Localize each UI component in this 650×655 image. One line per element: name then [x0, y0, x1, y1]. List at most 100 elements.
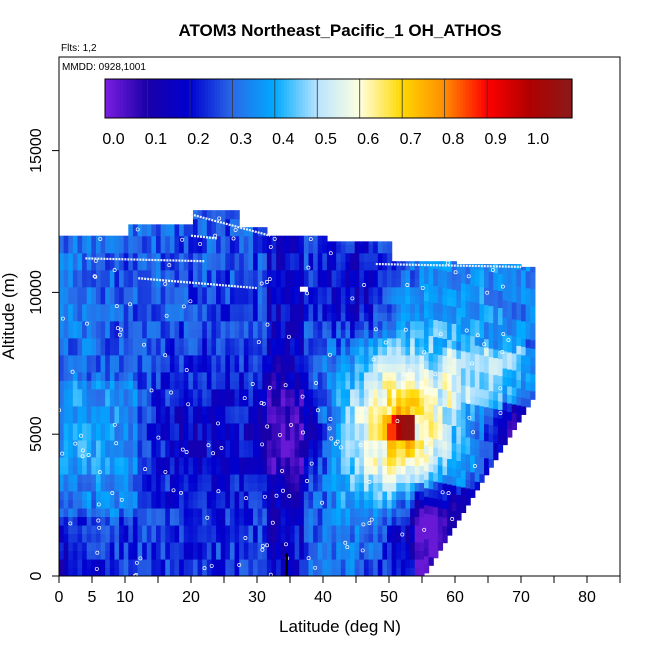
heatmap-cell [484, 449, 490, 459]
colorbar-swatch [414, 79, 418, 118]
heatmap-cell [109, 329, 116, 339]
heatmap-cell [377, 558, 383, 569]
heatmap-cell [169, 431, 176, 441]
heatmap-cell [326, 303, 333, 313]
heatmap-cell [525, 313, 531, 323]
heatmap-cell [262, 516, 268, 526]
heatmap-cell [243, 456, 250, 466]
colorbar-swatch [423, 79, 428, 118]
heatmap-cell [497, 358, 504, 368]
heatmap-cell [262, 278, 268, 288]
heatmap-cell [123, 278, 129, 288]
sample-point [163, 353, 168, 358]
heatmap-cell [165, 235, 171, 245]
heatmap-cell [82, 439, 88, 449]
heatmap-cell [248, 354, 254, 364]
sample-point [115, 326, 120, 331]
heatmap-cell [396, 388, 402, 398]
heatmap-cell [100, 244, 106, 254]
heatmap-cell [211, 558, 217, 569]
heatmap-cell [280, 516, 286, 526]
heatmap-cell [497, 409, 504, 419]
heatmap-cell [507, 326, 513, 336]
heatmap-cell [299, 235, 305, 245]
heatmap-cell [336, 456, 342, 466]
heatmap-cell [114, 388, 120, 398]
heatmap-cell [317, 507, 323, 518]
heatmap-cell [294, 388, 300, 398]
heatmap-cell [142, 244, 148, 254]
heatmap-cell [82, 244, 88, 254]
heatmap-cell [123, 235, 129, 245]
heatmap-cell [521, 329, 527, 339]
heatmap-cell [146, 405, 152, 415]
heatmap-cell [239, 269, 245, 279]
sample-point [163, 281, 168, 286]
heatmap-cell [299, 422, 305, 432]
heatmap-cell [391, 388, 397, 398]
heatmap-cell [243, 363, 250, 373]
heatmap-cell [290, 422, 296, 432]
heatmap-cell [174, 439, 180, 449]
heatmap-cell [183, 346, 189, 356]
heatmap-cell [266, 244, 273, 254]
heatmap-cell [423, 292, 430, 302]
heatmap-cell [359, 380, 365, 390]
heatmap-cell [188, 363, 194, 373]
heatmap-cell [317, 465, 323, 475]
heatmap-cell [59, 286, 65, 296]
heatmap-cell [95, 380, 102, 390]
heatmap-cell [266, 524, 273, 535]
heatmap-cell [169, 354, 176, 364]
heatmap-cell [345, 295, 351, 305]
heatmap-cell [142, 431, 148, 441]
heatmap-cell [456, 477, 462, 487]
heatmap-cell [336, 482, 342, 492]
heatmap-cell [160, 337, 166, 347]
heatmap-cell [160, 465, 166, 475]
heatmap-cell [192, 405, 199, 415]
heatmap-cell [248, 405, 254, 415]
heatmap-cell [128, 507, 134, 518]
heatmap-cell [132, 303, 139, 313]
heatmap-cell [119, 439, 125, 449]
heatmap-cell [280, 558, 286, 569]
heatmap-cell [340, 524, 347, 535]
heatmap-cell [72, 507, 79, 518]
sample-point [202, 566, 207, 571]
heatmap-cell [488, 339, 494, 349]
heatmap-cell [243, 516, 250, 526]
heatmap-cell [266, 448, 273, 458]
heatmap-cell [516, 379, 522, 389]
heatmap-cell [114, 516, 120, 526]
heatmap-cell [405, 439, 411, 449]
heatmap-cell [216, 354, 222, 364]
heatmap-cell [331, 241, 337, 245]
heatmap-cell [156, 550, 162, 560]
heatmap-cell [253, 252, 259, 262]
heatmap-cell [382, 252, 388, 262]
sample-point [422, 350, 427, 355]
heatmap-cell [391, 414, 397, 424]
heatmap-cell [331, 448, 337, 458]
heatmap-cell [423, 504, 430, 514]
heatmap-cell [285, 329, 291, 339]
heatmap-cell [368, 354, 374, 364]
heatmap-cell [100, 252, 106, 262]
colorbar-swatch [320, 79, 324, 118]
heatmap-cell [114, 252, 120, 262]
heatmap-cell [521, 397, 527, 407]
heatmap-cell [229, 218, 236, 228]
heatmap-cell [105, 507, 111, 518]
heatmap-cell [331, 295, 337, 305]
heatmap-cell [419, 465, 425, 475]
heatmap-cell [225, 541, 231, 552]
heatmap-cell [322, 312, 328, 322]
heatmap-cell [100, 448, 106, 458]
heatmap-cell [433, 396, 439, 406]
heatmap-cell [276, 380, 282, 390]
heatmap-cell [313, 499, 319, 509]
heatmap-cell [354, 516, 360, 526]
heatmap-cell [165, 524, 171, 535]
heatmap-cell [525, 364, 531, 374]
